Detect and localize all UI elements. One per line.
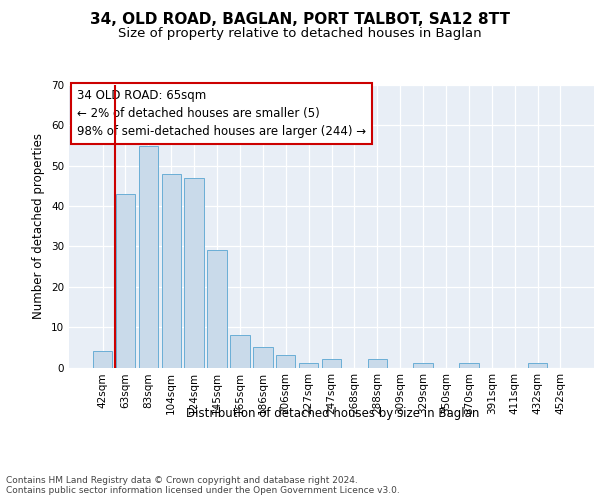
Bar xyxy=(161,174,181,368)
Bar xyxy=(299,364,319,368)
Bar xyxy=(368,360,387,368)
Bar xyxy=(276,356,295,368)
Bar xyxy=(322,360,341,368)
Text: 34, OLD ROAD, BAGLAN, PORT TALBOT, SA12 8TT: 34, OLD ROAD, BAGLAN, PORT TALBOT, SA12 … xyxy=(90,12,510,28)
Text: Size of property relative to detached houses in Baglan: Size of property relative to detached ho… xyxy=(118,28,482,40)
Bar xyxy=(253,348,272,368)
Text: Distribution of detached houses by size in Baglan: Distribution of detached houses by size … xyxy=(187,408,479,420)
Bar xyxy=(184,178,204,368)
Bar xyxy=(413,364,433,368)
Bar xyxy=(230,335,250,368)
Bar xyxy=(93,352,112,368)
Bar xyxy=(459,364,479,368)
Bar xyxy=(116,194,135,368)
Text: 34 OLD ROAD: 65sqm
← 2% of detached houses are smaller (5)
98% of semi-detached : 34 OLD ROAD: 65sqm ← 2% of detached hous… xyxy=(77,89,366,138)
Bar xyxy=(208,250,227,368)
Bar xyxy=(139,146,158,368)
Bar xyxy=(528,364,547,368)
Text: Contains HM Land Registry data © Crown copyright and database right 2024.
Contai: Contains HM Land Registry data © Crown c… xyxy=(6,476,400,495)
Y-axis label: Number of detached properties: Number of detached properties xyxy=(32,133,46,320)
